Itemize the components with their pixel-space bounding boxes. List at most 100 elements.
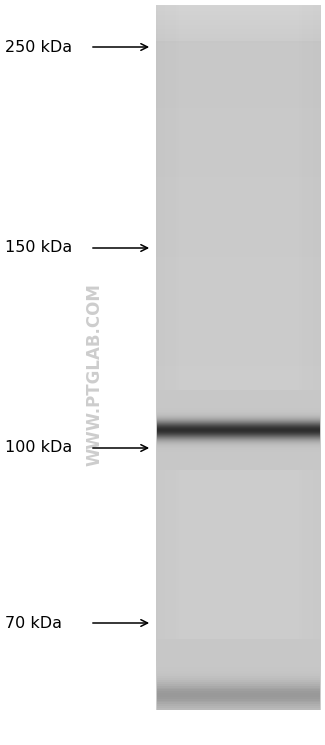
Bar xyxy=(156,635,321,636)
Bar xyxy=(157,643,320,644)
Bar xyxy=(156,154,321,155)
Bar xyxy=(156,349,321,350)
Bar xyxy=(156,542,321,543)
Bar xyxy=(156,649,321,650)
Bar xyxy=(156,184,321,185)
Bar xyxy=(156,213,321,214)
Bar xyxy=(156,223,321,224)
Bar xyxy=(156,279,321,280)
Bar xyxy=(157,432,320,433)
Bar xyxy=(156,415,321,416)
Bar xyxy=(305,5,306,710)
Bar xyxy=(162,5,163,710)
Bar xyxy=(156,682,321,683)
Bar xyxy=(156,245,321,246)
Bar xyxy=(156,703,321,704)
Bar xyxy=(156,158,321,159)
Bar xyxy=(157,394,320,396)
Bar xyxy=(156,86,321,87)
Bar xyxy=(156,76,321,77)
Bar xyxy=(156,639,321,640)
Bar xyxy=(156,460,321,461)
Text: 150 kDa: 150 kDa xyxy=(5,241,72,256)
Bar xyxy=(156,510,321,511)
Bar xyxy=(156,43,321,44)
Bar xyxy=(156,98,321,99)
Bar xyxy=(157,682,320,684)
Bar xyxy=(156,18,321,19)
Bar xyxy=(156,638,321,639)
Bar xyxy=(156,498,321,499)
Bar xyxy=(156,156,321,157)
Bar xyxy=(156,500,321,501)
Bar xyxy=(156,562,321,563)
Bar xyxy=(157,408,320,409)
Bar xyxy=(156,346,321,347)
Bar xyxy=(157,456,320,457)
Bar xyxy=(157,673,320,674)
Bar xyxy=(156,118,321,119)
Bar xyxy=(157,405,320,406)
Bar xyxy=(156,169,321,170)
Bar xyxy=(156,340,321,341)
Bar xyxy=(156,354,321,355)
Bar xyxy=(156,690,321,691)
Bar xyxy=(311,5,312,710)
Bar xyxy=(156,436,321,437)
Bar xyxy=(156,662,321,663)
Bar xyxy=(156,205,321,206)
Bar xyxy=(156,248,321,249)
Bar xyxy=(157,665,320,667)
Bar xyxy=(156,683,321,684)
Bar xyxy=(156,521,321,522)
Bar xyxy=(156,191,321,192)
Bar xyxy=(156,80,321,81)
Bar xyxy=(159,5,160,710)
Bar xyxy=(156,239,321,240)
Bar xyxy=(156,78,321,79)
Bar xyxy=(156,152,321,153)
Bar xyxy=(156,21,321,22)
Bar xyxy=(156,391,321,392)
Bar xyxy=(156,380,321,381)
Bar xyxy=(156,611,321,612)
Bar xyxy=(156,77,321,78)
Bar xyxy=(156,92,321,93)
Bar xyxy=(156,586,321,587)
Bar xyxy=(156,656,321,657)
Bar xyxy=(156,179,321,180)
Bar xyxy=(156,411,321,412)
Bar xyxy=(156,185,321,186)
Bar xyxy=(156,119,321,120)
Bar xyxy=(156,88,321,89)
Bar xyxy=(174,5,175,710)
Bar xyxy=(156,104,321,105)
Bar xyxy=(156,317,321,318)
Bar xyxy=(156,352,321,353)
Bar xyxy=(156,652,321,653)
Bar xyxy=(156,578,321,579)
Bar xyxy=(156,222,321,223)
Bar xyxy=(156,71,321,72)
Bar xyxy=(156,659,321,660)
Bar xyxy=(156,504,321,505)
Bar xyxy=(156,640,321,641)
Bar xyxy=(156,557,321,558)
Bar xyxy=(156,520,321,521)
Bar xyxy=(156,123,321,124)
Bar xyxy=(156,336,321,337)
Bar xyxy=(156,50,321,51)
Bar xyxy=(319,5,320,710)
Bar xyxy=(156,509,321,510)
Bar xyxy=(156,702,321,703)
Bar xyxy=(157,422,320,423)
Bar xyxy=(156,402,321,403)
Bar xyxy=(156,547,321,548)
Bar xyxy=(156,385,321,386)
Bar xyxy=(157,439,320,440)
Bar xyxy=(156,268,321,269)
Bar xyxy=(157,662,320,663)
Bar xyxy=(156,395,321,396)
Bar xyxy=(156,173,321,174)
Bar xyxy=(157,399,320,400)
